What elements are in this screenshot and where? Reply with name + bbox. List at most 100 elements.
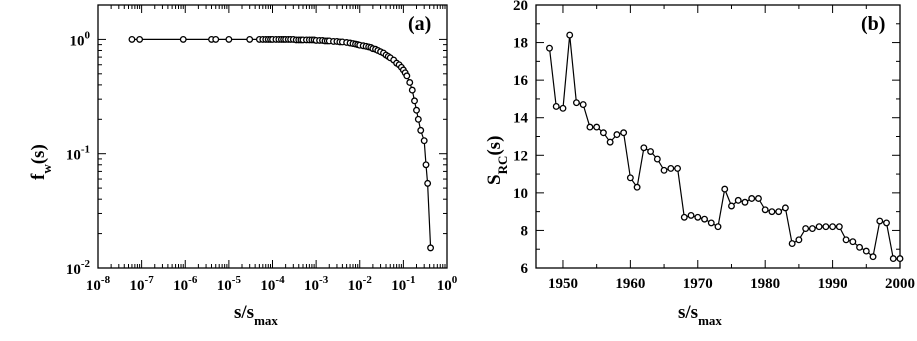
panel-a-x-tick-label: 10-6 — [173, 274, 198, 294]
panel-b-data-point — [633, 183, 641, 191]
panel-b-data-point — [781, 204, 789, 212]
panel-b-y-tick-label: 6 — [521, 261, 529, 277]
panel-b-data-point — [566, 31, 574, 39]
panel-b-data-point — [599, 129, 607, 137]
panel-b-y-tick-label: 14 — [513, 111, 529, 127]
panel-b-data-point — [647, 148, 655, 155]
panel-b-data-point — [741, 198, 749, 206]
panel-b-y-tick-label: 20 — [513, 0, 528, 14]
panel-b-data-point — [552, 102, 560, 110]
panel-b-data-point — [896, 255, 904, 263]
panel-b-data-point — [802, 225, 810, 232]
panel-b-data-point — [667, 164, 675, 172]
panel-b-data-point — [613, 131, 621, 139]
panel-b-data-point — [546, 44, 553, 52]
panel-a-data-point — [128, 35, 136, 43]
panel-a-data-point — [424, 179, 432, 187]
panel-a-data-point — [417, 126, 425, 134]
panel-a-data-point — [411, 97, 418, 105]
panel-b-data-point — [842, 236, 850, 244]
panel-b-data-point — [680, 213, 688, 221]
panel-b-data-point — [660, 166, 668, 174]
panel-a-plot-frame — [97, 4, 448, 269]
panel-b-y-tick-label: 12 — [513, 148, 528, 164]
panel-b-y-tick-label: 8 — [521, 223, 529, 239]
panel-a-x-axis-title: s/smax — [234, 302, 278, 328]
panel-b-data-point — [889, 255, 897, 263]
panel-a-x-tick-label: 10-7 — [130, 274, 155, 294]
panel-a-data-point — [246, 35, 254, 43]
panel-a-data-point — [427, 244, 435, 252]
panel-b-data-point — [869, 253, 877, 261]
panel-b-data-point — [822, 223, 830, 231]
panel-b-data-point — [795, 236, 803, 244]
panel-a-data-point — [225, 35, 233, 43]
panel-a-x-tick-label: 100 — [437, 274, 458, 294]
panel-b-data-point — [849, 238, 857, 246]
panel-a: 10-8 10-7 10-6 10-5 10-4 10-3 10-2 10-1 100 10-2… — [28, 4, 458, 328]
panel-b-x-tick-label: 1950 — [548, 276, 578, 292]
panel-a-x-tick-label: 10-1 — [391, 274, 415, 294]
panel-b-data-point — [876, 217, 884, 225]
panel-a-x-tick-label: 10-2 — [348, 274, 373, 294]
panel-b-data-point — [687, 211, 695, 219]
panel-b-data-point — [606, 138, 614, 146]
panel-b-x-tick-label: 1970 — [683, 276, 713, 292]
panel-b-data-point — [694, 213, 702, 221]
panel-b-data-point — [653, 155, 661, 163]
panel-b-x-tick-label: 1980 — [750, 276, 780, 292]
panel-b-data-point — [721, 185, 729, 193]
panel-b-data-point — [674, 164, 682, 172]
panel-b-label: (b) — [861, 13, 885, 35]
panel-b-y-tick-label: 16 — [513, 73, 529, 89]
panel-a-y-tick-label: 10-2 — [66, 258, 91, 278]
panel-b-data-point — [835, 223, 843, 231]
panel-a-x-tick-label: 10-8 — [86, 274, 111, 294]
panel-b-data-point — [728, 202, 735, 210]
panel-a-data-point — [136, 35, 144, 43]
panel-b-data-point — [754, 195, 762, 202]
panel-a-data-point — [212, 35, 220, 43]
panel-a-y-axis-title: fw(s) — [28, 144, 54, 180]
panel-b-data-point — [761, 206, 769, 214]
panel-b-data-point — [559, 104, 567, 112]
panel-b-y-tick-label: 10 — [513, 186, 528, 202]
panel-b-data-point — [593, 123, 601, 131]
panel-b-data-point — [856, 243, 864, 251]
panel-b-data-point — [626, 174, 634, 182]
panel-b-data-point — [862, 247, 870, 255]
panel-b-series-line — [548, 35, 900, 260]
panel-a-data-point — [403, 72, 411, 80]
panel-b-data-point — [701, 215, 708, 223]
panel-b-data-point — [829, 223, 837, 231]
panel-a-y-tick-label: 10-1 — [66, 144, 90, 164]
panel-b-data-point — [734, 196, 742, 204]
panel-a-data-point — [414, 115, 422, 123]
panel-a-x-tick-label: 10-3 — [304, 274, 329, 294]
panel-b-x-tick-label: 1990 — [818, 276, 848, 292]
panel-b-data-point — [748, 195, 756, 202]
panel-b-data-point — [808, 225, 816, 232]
panel-b-data-point — [579, 101, 587, 109]
panel-a-label: (a) — [408, 13, 431, 35]
panel-b-data-point — [707, 219, 715, 227]
panel-b-x-axis-title: s/smax — [678, 302, 722, 328]
panel-a-data-point — [179, 35, 187, 43]
panel-b-data-point — [620, 129, 628, 137]
panel-a-data-point — [408, 86, 416, 94]
panel-a-data-point — [413, 106, 420, 114]
panel-b: 1950 1960 1970 1980 1990 2000 68101214161820 … — [484, 0, 915, 328]
panel-b-data-point — [586, 123, 594, 131]
panel-a-series-line — [131, 38, 432, 248]
panel-b-data-point — [768, 208, 776, 216]
panel-b-data-point — [788, 240, 796, 248]
panel-b-x-tick-label: 1960 — [615, 276, 645, 292]
panel-b-x-tick-label: 2000 — [885, 276, 915, 292]
panel-b-y-axis-title: SRC(s) — [484, 136, 510, 185]
panel-b-data-point — [815, 223, 823, 231]
panel-a-data-point — [422, 161, 430, 169]
panel-b-data-point — [714, 223, 722, 231]
panel-b-data-point — [572, 99, 580, 107]
panel-b-data-point — [775, 208, 783, 216]
